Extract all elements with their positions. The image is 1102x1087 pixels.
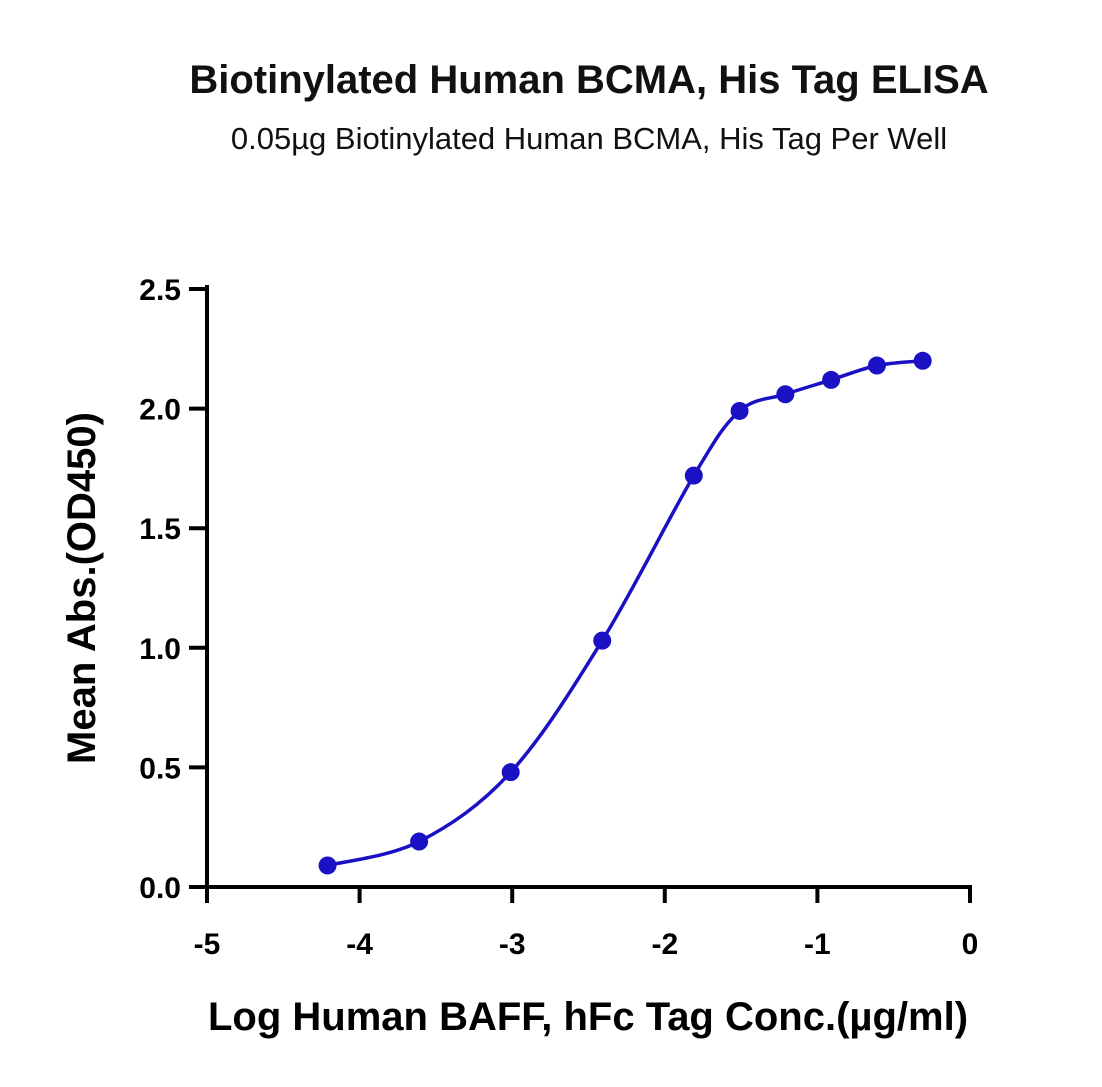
chart-title: Biotinylated Human BCMA, His Tag ELISA [189,58,988,102]
x-tick-label: -3 [499,928,526,961]
data-point [684,466,703,485]
y-tick-label: 2.0 [139,394,181,427]
x-axis-label: Log Human BAFF, hFc Tag Conc.(µg/ml) [208,995,968,1039]
y-tick-label: 1.0 [139,633,181,666]
data-point [318,856,337,875]
y-tick-label: 0.5 [139,752,181,785]
fit-curve [327,359,923,868]
y-axis-label: Mean Abs.(OD450) [60,412,104,764]
x-tick-label: -4 [346,928,373,961]
data-point [410,832,429,851]
y-tick-label: 2.5 [139,274,181,307]
data-points [318,351,932,875]
x-ticks: -5 -4 -3 -2 -1 0 [194,887,979,961]
data-point [501,763,520,782]
data-point [913,351,932,370]
axes: -5 -4 -3 -2 -1 0 0.0 0.5 1.0 1.5 2.0 2.5 [139,274,978,961]
data-point [822,370,841,389]
y-ticks: 0.0 0.5 1.0 1.5 2.0 2.5 [139,274,207,905]
x-tick-label: -1 [804,928,831,961]
y-tick-label: 0.0 [139,872,181,905]
x-tick-label: -5 [194,928,221,961]
x-tick-label: 0 [962,928,979,961]
data-point [867,356,886,375]
x-tick-label: -2 [651,928,678,961]
chart-subtitle: 0.05µg Biotinylated Human BCMA, His Tag … [231,121,947,156]
y-tick-label: 1.5 [139,513,181,546]
data-point [776,385,795,404]
data-point [593,631,612,650]
data-point [730,401,749,420]
